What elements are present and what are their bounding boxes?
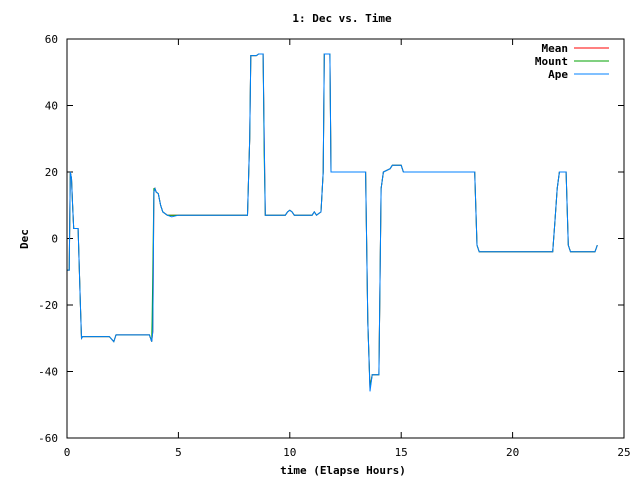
y-tick-label: 20 — [45, 166, 58, 179]
plot-frame — [66, 38, 625, 439]
x-tick-label: 10 — [283, 446, 296, 459]
legend-label-mean: Mean — [542, 42, 569, 55]
x-tick-label: 20 — [506, 446, 519, 459]
chart-title: 1: Dec vs. Time — [292, 12, 392, 25]
y-tick-label: -20 — [38, 299, 58, 312]
x-axis-label: time (Elapse Hours) — [280, 464, 406, 477]
y-tick-label: -40 — [38, 366, 58, 379]
y-axis-label: Dec — [18, 229, 31, 249]
series-line-ape — [67, 53, 598, 392]
x-tick-label: 15 — [395, 446, 408, 459]
y-tick-label: 40 — [45, 100, 58, 113]
x-tick-label: 5 — [175, 446, 182, 459]
legend-label-mount: Mount — [535, 55, 568, 68]
y-tick-label: 0 — [51, 233, 58, 246]
series-line-mean — [67, 53, 598, 389]
data-series — [67, 53, 598, 392]
y-tick-label: -60 — [38, 432, 58, 445]
x-tick-label: 25 — [617, 446, 630, 459]
legend-label-ape: Ape — [548, 68, 568, 81]
y-tick-label: 60 — [45, 33, 58, 46]
series-line-mount — [67, 53, 598, 389]
x-tick-label: 0 — [64, 446, 71, 459]
axis-ticks: 0 5 10 15 20 25 -60 -40 -20 0 20 40 60 — [38, 33, 631, 459]
